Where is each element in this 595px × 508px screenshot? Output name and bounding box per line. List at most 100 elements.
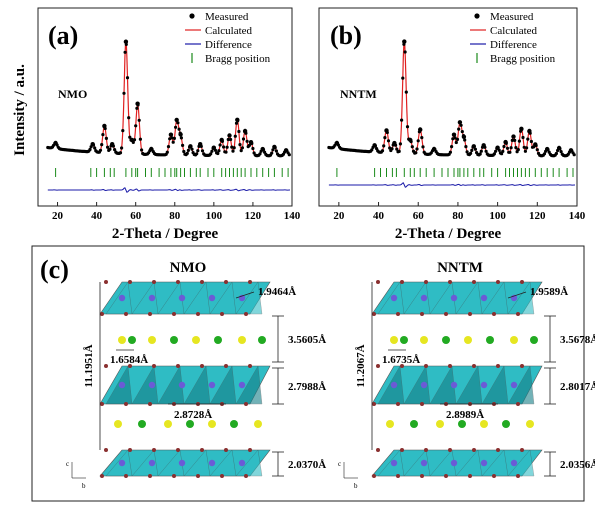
measured-point [390,147,394,151]
b-axis-label: b [354,482,358,490]
measured-point [484,149,488,153]
oxygen-atom [172,474,176,478]
octahedron [403,365,431,405]
tm-atom [390,294,398,302]
plot-b-frame [318,7,578,207]
x-ticks-a: 20 40 60 80 100 120 140 [52,202,301,222]
measured-point [179,136,183,140]
na-atom [480,420,488,428]
oxygen-atom [372,312,376,316]
octahedron [131,449,159,477]
leader-line [235,291,255,299]
na-atom [118,336,126,344]
peak-point [272,144,277,150]
oxygen-atom [152,280,156,284]
measured-point [137,118,141,122]
measured-point [517,139,522,143]
oxygen-atom [176,364,180,368]
tm-atom [420,459,428,467]
oxygen-atom [128,364,132,368]
tm-atom [390,381,398,389]
measured-point [453,136,457,140]
oxygen-atom [152,364,156,368]
na-atom [186,420,194,428]
peak-point [283,148,289,153]
peak-point [135,101,140,106]
tm-atom [390,459,398,467]
measured-point [222,145,226,149]
measured-point [405,125,410,129]
measured-point [414,151,418,155]
peak-point [198,142,203,147]
tm-atom [450,294,458,302]
peak-point [149,146,154,152]
oxygen-atom [516,402,520,406]
structure-title: NMO [170,260,207,276]
oxygen-atom [444,474,448,478]
oxygen-atom [200,364,204,368]
oxygen-atom [244,312,248,316]
oxygen-atom [124,312,128,316]
oxygen-atom [496,280,500,284]
na-atom [208,420,216,428]
na-atom [400,336,408,344]
measured-point [121,129,125,133]
measured-point [469,151,473,155]
measured-point [240,146,244,150]
measured-point [380,149,385,153]
measured-point [370,148,374,152]
measured-point [172,136,176,140]
octahedral-distance: 2.8728Å [174,409,212,421]
oxygen-atom [104,280,108,284]
oxygen-atom [420,402,424,406]
measured-point [415,147,419,151]
oxygen-atom [376,448,380,452]
oxygen-atom [516,474,520,478]
measured-point [224,150,228,154]
measured-point [514,146,518,150]
oxygen-atom [100,402,104,406]
na-na-distance: 1.6584Å [110,354,148,366]
oxygen-atom [420,312,424,316]
legend-label: Bragg position [490,53,556,65]
x-tick-label: 40 [91,210,103,222]
measured-point [226,137,230,142]
measured-point [529,139,534,144]
measured-point [98,148,103,152]
na-atom [258,336,266,344]
measured-point [454,140,458,145]
measured-point [463,138,467,142]
oxygen-atom [124,474,128,478]
c-axis-label: c [338,460,341,468]
peak-point [168,132,174,137]
measured-point [509,146,513,150]
measured-point [459,123,463,127]
measured-point [274,149,278,153]
peak-point [402,39,407,44]
legend-label: Difference [490,39,537,51]
x-tick-label: 80 [452,210,464,222]
oxygen-atom [396,474,400,478]
na-atom [530,336,538,344]
measured-point [478,152,482,156]
panel-b-label: (b) [330,21,362,50]
c-axis-label: c [66,460,69,468]
peak-point [556,145,562,151]
measured-point [229,137,233,142]
na-atom [502,420,510,428]
measured-point [104,136,108,140]
measured-point [535,148,539,152]
oxygen-atom [244,402,248,406]
measured-point [108,147,112,151]
y-axis-title: Intensity / a.u. [12,64,28,156]
measured-point [287,153,291,157]
x-axis-title-b: 2-Theta / Degree [395,226,502,242]
na-atom [486,336,494,344]
peak-point [503,139,508,145]
measured-point [177,127,181,131]
panel-a-label: (a) [48,21,78,50]
measured-point [238,143,242,147]
oxygen-atom [128,448,132,452]
oxygen-atom [520,364,524,368]
